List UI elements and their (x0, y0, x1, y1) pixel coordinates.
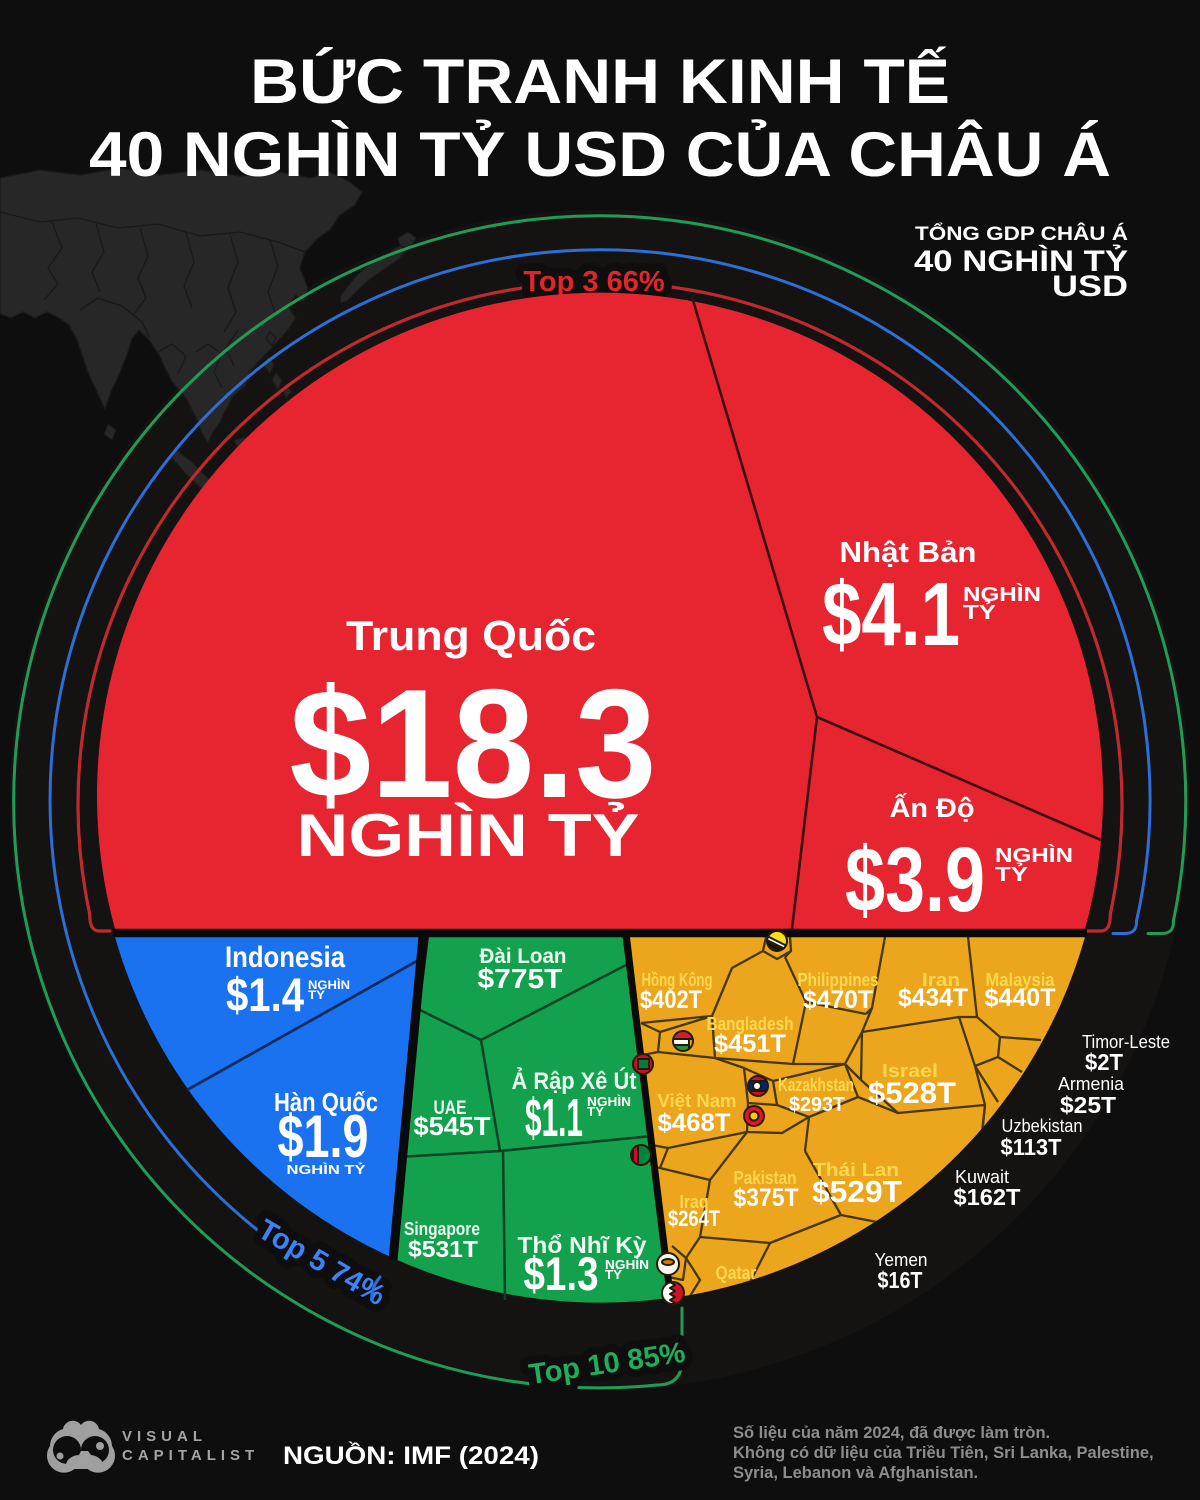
svg-text:$293T: $293T (789, 1094, 845, 1116)
svg-text:$775T: $775T (478, 963, 563, 994)
svg-text:$3.9: $3.9 (845, 829, 985, 931)
svg-text:TỶ: TỶ (605, 1267, 623, 1282)
svg-text:$2T: $2T (1085, 1049, 1124, 1075)
svg-text:NGUỒN: IMF (2024): NGUỒN: IMF (2024) (283, 1440, 539, 1470)
svg-text:Ả Rập Xê Út: Ả Rập Xê Út (512, 1066, 637, 1095)
svg-text:$1.9: $1.9 (278, 1103, 369, 1170)
svg-text:Nhật Bản: Nhật Bản (840, 537, 977, 569)
svg-text:UAE: UAE (434, 1098, 467, 1119)
svg-text:$528T: $528T (868, 1077, 956, 1110)
svg-text:Số liệu của năm 2024, đã được: Số liệu của năm 2024, đã được làm tròn. (733, 1424, 1050, 1442)
svg-text:$375T: $375T (734, 1184, 799, 1212)
svg-text:Singapore: Singapore (404, 1219, 480, 1239)
svg-text:VISUAL: VISUAL (122, 1428, 207, 1445)
svg-text:Malaysia: Malaysia (986, 970, 1056, 990)
svg-text:Kuwait: Kuwait (955, 1167, 1009, 1187)
svg-text:Không có dữ liệu của Triều Tiê: Không có dữ liệu của Triều Tiên, Sri Lan… (733, 1444, 1154, 1462)
svg-text:Trung Quốc: Trung Quốc (346, 612, 596, 659)
svg-text:$1.4: $1.4 (226, 968, 304, 1021)
svg-text:Timor-Leste: Timor-Leste (1082, 1032, 1170, 1052)
svg-text:NGHÌN TỶ: NGHÌN TỶ (297, 802, 640, 869)
svg-text:$16T: $16T (878, 1267, 924, 1293)
svg-text:$531T: $531T (408, 1236, 479, 1262)
svg-text:$545T: $545T (414, 1111, 491, 1141)
svg-text:$1.1: $1.1 (525, 1088, 583, 1148)
svg-text:Bangladesh: Bangladesh (707, 1014, 794, 1034)
svg-text:Việt Nam: Việt Nam (658, 1091, 737, 1111)
svg-text:$113T: $113T (1001, 1134, 1063, 1160)
svg-text:TỶ: TỶ (587, 1104, 605, 1119)
svg-text:$4.1: $4.1 (822, 565, 960, 665)
svg-text:Thái Lan: Thái Lan (813, 1160, 899, 1180)
svg-text:NGHÌN: NGHÌN (587, 1094, 631, 1109)
svg-text:$25T: $25T (1060, 1092, 1117, 1118)
svg-text:Philippines: Philippines (798, 970, 879, 990)
svg-text:TỶ: TỶ (995, 863, 1029, 886)
svg-text:$162T: $162T (954, 1184, 1022, 1210)
svg-text:$440T: $440T (985, 984, 1056, 1012)
svg-text:Pakistan: Pakistan (734, 1168, 797, 1188)
svg-text:Yemen: Yemen (875, 1250, 928, 1270)
svg-text:BỨC TRANH KINH TẾ: BỨC TRANH KINH TẾ (250, 46, 950, 117)
svg-text:Armenia: Armenia (1058, 1074, 1125, 1094)
svg-text:40 NGHÌN TỶ: 40 NGHÌN TỶ (914, 244, 1128, 278)
svg-text:TỔNG GDP CHÂU Á: TỔNG GDP CHÂU Á (915, 223, 1128, 245)
svg-text:$264T: $264T (668, 1206, 720, 1231)
svg-text:NGHÌN: NGHÌN (995, 844, 1073, 867)
svg-text:$470T: $470T (803, 986, 873, 1014)
svg-text:TỶ: TỶ (963, 601, 997, 624)
svg-text:NGHÌN: NGHÌN (605, 1257, 649, 1272)
svg-text:$1.3: $1.3 (524, 1247, 599, 1300)
svg-text:Syria, Lebanon và Afghanistan.: Syria, Lebanon và Afghanistan. (733, 1464, 978, 1482)
svg-text:Indonesia: Indonesia (225, 941, 345, 974)
svg-text:Kazakhstan: Kazakhstan (778, 1075, 854, 1095)
svg-text:Hàn Quốc: Hàn Quốc (274, 1089, 378, 1117)
svg-text:$402T: $402T (640, 986, 702, 1014)
svg-text:USD: USD (1052, 270, 1128, 303)
svg-text:Uzbekistan: Uzbekistan (1002, 1116, 1083, 1136)
svg-text:$451T: $451T (714, 1030, 786, 1058)
svg-text:TỶ: TỶ (308, 987, 325, 1002)
svg-text:$434T: $434T (898, 984, 968, 1012)
svg-text:Israel: Israel (882, 1061, 938, 1081)
svg-text:Thổ Nhĩ Kỳ: Thổ Nhĩ Kỳ (518, 1232, 647, 1258)
svg-text:Hồng Kông: Hồng Kông (642, 970, 713, 990)
svg-text:NGHÌN: NGHÌN (308, 977, 350, 992)
svg-text:Iraq: Iraq (680, 1192, 709, 1212)
svg-text:Ấn Độ: Ấn Độ (890, 792, 975, 823)
svg-text:Iran: Iran (922, 970, 960, 990)
svg-text:NGHÌN: NGHÌN (963, 583, 1041, 606)
svg-text:CAPITALIST: CAPITALIST (122, 1447, 259, 1464)
svg-text:Qatar: Qatar (716, 1263, 757, 1283)
svg-text:$529T: $529T (812, 1174, 902, 1209)
svg-text:Đài Loan: Đài Loan (480, 945, 567, 968)
svg-text:$18.3: $18.3 (290, 657, 657, 830)
svg-text:NGHÌN TỶ: NGHÌN TỶ (287, 1162, 367, 1177)
svg-text:40 NGHÌN TỶ USD CỦA CHÂU Á: 40 NGHÌN TỶ USD CỦA CHÂU Á (89, 119, 1111, 190)
svg-text:$468T: $468T (658, 1109, 731, 1137)
